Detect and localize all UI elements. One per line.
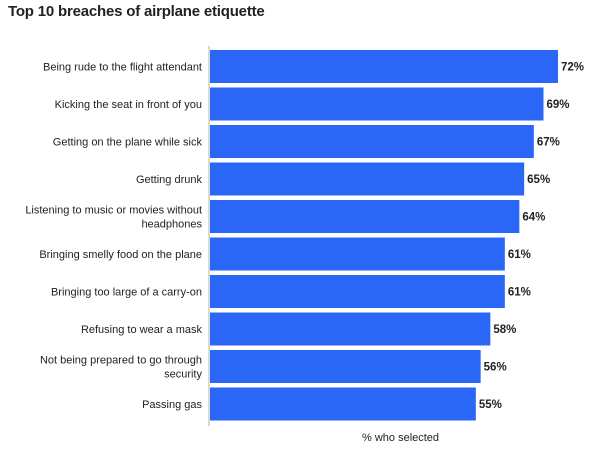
category-label-line: Refusing to wear a mask bbox=[81, 324, 203, 336]
category-label-line: Bringing too large of a carry-on bbox=[51, 287, 202, 299]
value-label-6: 61% bbox=[508, 249, 531, 261]
category-label-line: security bbox=[164, 369, 202, 381]
category-label-line: Getting drunk bbox=[136, 174, 203, 186]
category-label-6: Bringing smelly food on the plane bbox=[39, 249, 202, 261]
bar-5 bbox=[210, 200, 520, 233]
bar-2 bbox=[210, 87, 544, 121]
value-label-8: 58% bbox=[493, 324, 516, 336]
value-label-4: 65% bbox=[527, 174, 550, 186]
category-label-line: Being rude to the flight attendant bbox=[43, 62, 202, 74]
value-label-10: 55% bbox=[479, 399, 502, 411]
category-label-line: headphones bbox=[141, 219, 202, 231]
chart-title: Top 10 breaches of airplane etiquette bbox=[8, 3, 265, 20]
category-label-line: Listening to music or movies without bbox=[25, 205, 202, 217]
bars-group bbox=[210, 50, 558, 421]
x-axis-label: % who selected bbox=[362, 432, 440, 444]
value-label-9: 56% bbox=[484, 362, 507, 374]
bar-7 bbox=[210, 275, 505, 308]
category-label-10: Passing gas bbox=[142, 399, 202, 411]
bar-1 bbox=[210, 50, 558, 83]
category-label-3: Getting on the plane while sick bbox=[53, 137, 203, 149]
category-labels: Being rude to the flight attendant Kickin… bbox=[25, 62, 202, 412]
value-label-3: 67% bbox=[537, 137, 560, 149]
category-label-line: Getting on the plane while sick bbox=[53, 137, 203, 149]
bar-8 bbox=[210, 312, 491, 346]
category-label-7: Bringing too large of a carry-on bbox=[51, 287, 202, 299]
value-label-5: 64% bbox=[522, 212, 545, 224]
category-label-1: Being rude to the flight attendant bbox=[43, 62, 202, 74]
value-label-7: 61% bbox=[508, 287, 531, 299]
category-label-line: Bringing smelly food on the plane bbox=[39, 249, 202, 261]
category-label-4: Getting drunk bbox=[136, 174, 203, 186]
category-label-line: Passing gas bbox=[142, 399, 202, 411]
category-label-line: Not being prepared to go through bbox=[40, 355, 202, 367]
category-label-2: Kicking the seat in front of you bbox=[55, 99, 202, 111]
bar-3 bbox=[210, 125, 534, 158]
bar-9 bbox=[210, 350, 481, 383]
bar-4 bbox=[210, 162, 525, 196]
category-label-9: Not being prepared to go through security bbox=[40, 355, 203, 381]
bar-6 bbox=[210, 237, 505, 271]
category-label-5: Listening to music or movies without head… bbox=[25, 205, 202, 231]
value-labels: 72% 69% 67% 65% 64% 61% 61% 58% 56% 55% bbox=[479, 62, 584, 412]
value-label-2: 69% bbox=[547, 99, 570, 111]
category-label-line: Kicking the seat in front of you bbox=[55, 99, 202, 111]
value-label-1: 72% bbox=[561, 62, 584, 74]
category-label-8: Refusing to wear a mask bbox=[81, 324, 203, 336]
bar-10 bbox=[210, 387, 476, 421]
